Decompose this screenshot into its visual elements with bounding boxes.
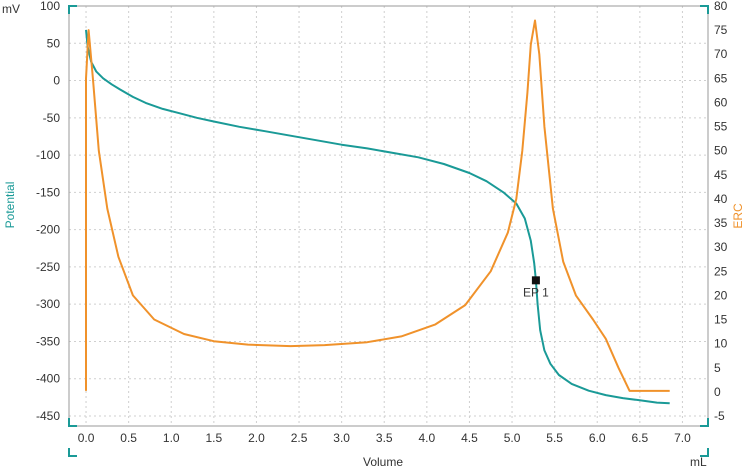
x-left-bracket (68, 448, 77, 457)
right-tick-label-17: -5 (714, 409, 725, 423)
x-tick-label-2: 1.0 (163, 431, 180, 445)
series-group (85, 19, 670, 405)
x-tick-label-7: 3.5 (376, 431, 393, 445)
left-tick-label-11: -450 (36, 409, 60, 423)
endpoint-marker (531, 276, 540, 285)
right-tick-label-15: 5 (714, 361, 721, 375)
right-tick-label-13: 15 (714, 313, 728, 327)
x-tick-label-0: 0.0 (78, 431, 95, 445)
left-tick-label-1: 50 (47, 36, 61, 50)
left-tick-label-5: -150 (36, 185, 60, 199)
left-tick-label-6: -200 (36, 223, 60, 237)
left-tick-label-0: 100 (40, 0, 60, 13)
right-tick-label-8: 40 (714, 192, 728, 206)
x-tick-label-12: 6.0 (589, 431, 606, 445)
left-tick-label-2: 0 (53, 74, 60, 88)
left-axis-ticks: 100 50 0 -50 -100 -150 -200 -250 -300 -350 -400 -45… (36, 0, 60, 423)
annotations: EP 1 (523, 276, 549, 299)
left-tick-label-9: -350 (36, 334, 60, 348)
endpoint-label: EP 1 (523, 285, 549, 299)
right-tick-label-6: 50 (714, 144, 728, 158)
left-tick-label-4: -100 (36, 148, 60, 162)
x-tick-label-13: 6.5 (631, 431, 648, 445)
right-tick-label-7: 45 (714, 168, 728, 182)
right-tick-label-16: 0 (714, 385, 721, 399)
left-tick-label-7: -250 (36, 260, 60, 274)
right-axis-title: ERC (731, 203, 745, 229)
right-tick-label-3: 65 (714, 71, 728, 85)
x-axis-unit: mL (690, 455, 707, 466)
left-top-bracket (68, 5, 77, 14)
right-tick-label-10: 30 (714, 240, 728, 254)
x-tick-label-14: 7.0 (674, 431, 691, 445)
left-tick-label-10: -400 (36, 372, 60, 386)
erc-series-line (85, 19, 670, 392)
right-tick-label-5: 55 (714, 120, 728, 134)
axis-brackets (68, 5, 709, 457)
right-bottom-bracket (700, 418, 709, 427)
left-bottom-bracket (68, 418, 77, 427)
left-axis-title: Potential (3, 182, 17, 229)
x-tick-label-9: 4.5 (461, 431, 478, 445)
left-tick-label-8: -300 (36, 297, 60, 311)
x-tick-label-5: 2.5 (291, 431, 308, 445)
right-tick-label-12: 20 (714, 288, 728, 302)
right-tick-label-9: 35 (714, 216, 728, 230)
x-tick-label-11: 5.5 (546, 431, 563, 445)
x-tick-label-1: 0.5 (120, 431, 137, 445)
right-tick-label-4: 60 (714, 95, 728, 109)
right-tick-label-0: 80 (714, 0, 728, 13)
x-tick-label-4: 2.0 (248, 431, 265, 445)
right-top-bracket (700, 5, 709, 14)
right-tick-label-1: 75 (714, 23, 728, 37)
potential-series-line (85, 29, 670, 405)
x-right-bracket (700, 448, 709, 457)
right-tick-label-2: 70 (714, 47, 728, 61)
x-tick-label-10: 5.0 (504, 431, 521, 445)
x-tick-label-8: 4.0 (418, 431, 435, 445)
right-tick-label-14: 10 (714, 337, 728, 351)
left-axis-unit: mV (2, 2, 20, 16)
right-tick-label-11: 25 (714, 264, 728, 278)
x-axis-title: Volume (363, 455, 403, 466)
x-tick-label-3: 1.5 (205, 431, 222, 445)
left-tick-label-3: -50 (43, 111, 61, 125)
x-tick-label-6: 3.0 (333, 431, 350, 445)
plot-frame (68, 5, 709, 427)
x-axis-ticks: 0.0 0.5 1.0 1.5 2.0 2.5 3.0 3.5 4.0 4.5 5.0 5.5 6.0 6… (78, 431, 691, 445)
grid (69, 5, 708, 426)
